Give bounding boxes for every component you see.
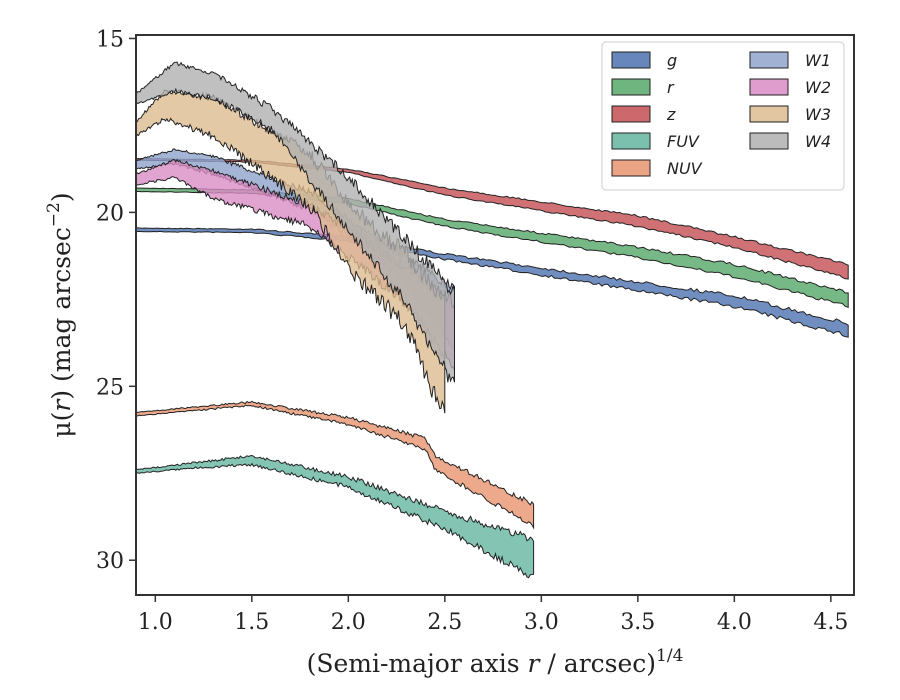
legend-item-nuv: NUV	[611, 159, 703, 178]
y-tick-label: 25	[96, 375, 124, 400]
legend-swatch	[611, 159, 651, 177]
legend-item-z: z	[611, 105, 676, 124]
x-tick-label: 1.5	[234, 610, 269, 635]
legend-item-w3: W3	[749, 105, 831, 124]
series-z	[136, 157, 849, 280]
x-axis-label: (Semi-major axis r / arcsec)1/4	[307, 646, 684, 678]
legend: grz FUV NUV W1 W2 W3 W4	[601, 41, 845, 191]
band-fuv	[136, 454, 535, 579]
x-tick-label: 4.5	[813, 610, 848, 635]
legend-swatch	[611, 78, 651, 96]
legend-label: NUV	[667, 159, 703, 178]
legend-label: z	[666, 105, 676, 124]
legend-item-g: g	[611, 51, 677, 70]
legend-label: W4	[805, 132, 831, 151]
legend-label: r	[667, 78, 675, 97]
legend-item-fuv: FUV	[611, 132, 700, 151]
series-fuv	[136, 454, 535, 579]
legend-label: g	[667, 51, 677, 70]
legend-swatch	[611, 51, 651, 69]
y-axis-label: μ(r) (mag arcsec−2)	[44, 192, 76, 437]
series-nuv	[136, 400, 535, 530]
y-tick-label: 30	[96, 549, 124, 574]
band-nuv	[136, 400, 535, 530]
legend-swatch	[749, 105, 789, 123]
x-axis: 1.0 1.5 2.0 2.5 3.0 3.5 4.0 4.5	[138, 595, 848, 635]
legend-swatch	[611, 132, 651, 150]
legend-item-w2: W2	[749, 78, 831, 97]
y-tick-label: 15	[96, 27, 124, 52]
x-tick-label: 2.5	[427, 610, 462, 635]
series-w4	[136, 61, 455, 383]
y-tick-label: 20	[96, 201, 124, 226]
x-tick-label: 3.5	[620, 610, 655, 635]
x-tick-label: 4.0	[717, 610, 752, 635]
legend-item-w4: W4	[749, 132, 831, 151]
x-tick-label: 2.0	[331, 610, 366, 635]
x-tick-label: 3.0	[524, 610, 559, 635]
legend-label: W3	[805, 105, 831, 124]
legend-item-w1: W1	[749, 51, 831, 70]
legend-swatch	[611, 105, 651, 123]
plot-frame	[135, 34, 855, 596]
legend-label: W1	[805, 51, 831, 70]
legend-label: FUV	[667, 132, 700, 151]
legend-label: W2	[805, 78, 831, 97]
legend-item-r: r	[611, 78, 675, 97]
y-axis: 15 20 25 30	[96, 27, 136, 574]
x-tick-label: 1.0	[138, 610, 173, 635]
legend-swatch	[749, 78, 789, 96]
band-w4	[136, 61, 455, 383]
band-z	[136, 157, 849, 280]
legend-swatch	[749, 132, 789, 150]
series-layer	[136, 61, 849, 579]
legend-swatch	[749, 51, 789, 69]
